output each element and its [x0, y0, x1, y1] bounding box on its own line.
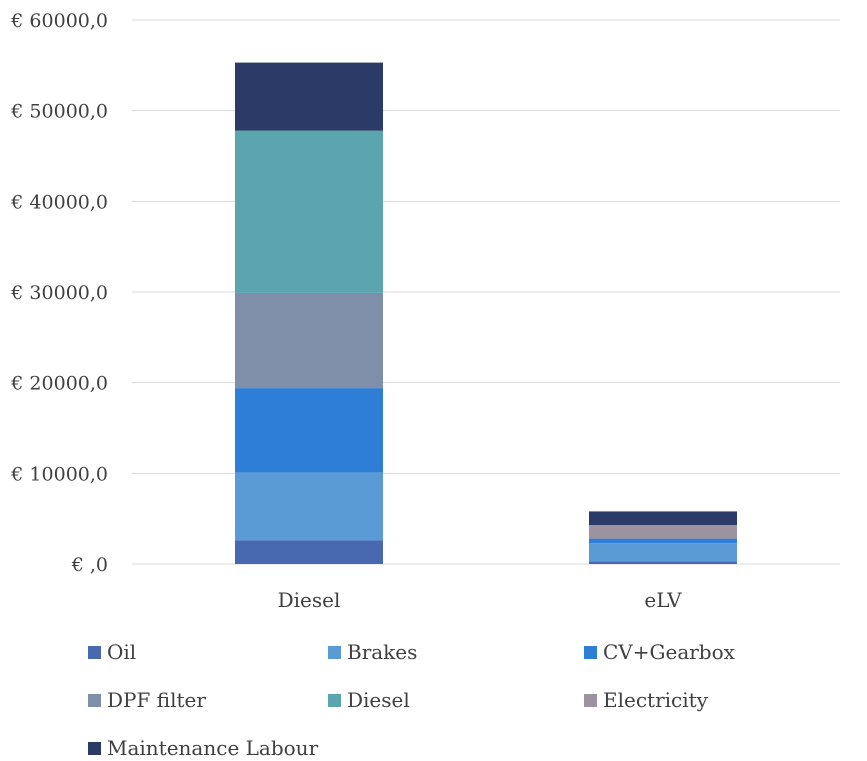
- y-tick-label: € ,0: [71, 554, 108, 576]
- bars: [235, 62, 737, 564]
- legend-label: Brakes: [347, 640, 418, 664]
- bar-segment-electricity-elv: [589, 525, 737, 539]
- legend-label: Maintenance Labour: [107, 736, 319, 760]
- legend-swatch: [584, 645, 597, 659]
- y-tick-label: € 20000,0: [10, 373, 108, 395]
- legend-label: Oil: [107, 640, 137, 664]
- legend-item: DPF filter: [88, 688, 206, 712]
- legend-label: Electricity: [603, 688, 708, 712]
- legend-label: Diesel: [347, 688, 410, 712]
- legend-item: Oil: [88, 640, 136, 664]
- y-tick-label: € 50000,0: [10, 101, 108, 123]
- legend-label: DPF filter: [107, 688, 206, 712]
- bar-segment-maintenance-labour-diesel: [235, 62, 383, 131]
- bar-segment-cv-gearbox-diesel: [235, 388, 383, 473]
- legend-item: Diesel: [328, 688, 410, 712]
- legend-item: Brakes: [328, 640, 417, 664]
- bar-segment-brakes-elv: [589, 543, 737, 562]
- legend-swatch: [88, 693, 101, 707]
- y-axis-ticks: € ,0 € 10000,0 € 20000,0 € 30000,0 € 40000,0…: [10, 10, 108, 576]
- legend-swatch: [88, 741, 101, 755]
- bar-segment-brakes-diesel: [235, 472, 383, 541]
- legend-swatch: [328, 693, 341, 707]
- legend-item: CV+Gearbox: [584, 640, 735, 664]
- bar-segment-oil-diesel: [235, 540, 383, 564]
- legend-swatch: [328, 645, 341, 659]
- bar-segment-diesel-diesel: [235, 130, 383, 293]
- stacked-bar-chart: € ,0 € 10000,0 € 20000,0 € 30000,0 € 40000,0…: [10, 10, 840, 612]
- bar-segment-oil-elv: [589, 561, 737, 564]
- legend-item: Maintenance Labour: [88, 736, 318, 760]
- y-tick-label: € 30000,0: [10, 282, 108, 304]
- legend-swatch: [584, 693, 597, 707]
- legend-swatch: [88, 645, 101, 659]
- bar-segment-dpf-filter-diesel: [235, 292, 383, 389]
- y-tick-label: € 60000,0: [10, 10, 108, 32]
- x-category-label: Diesel: [278, 588, 341, 612]
- legend-item: Electricity: [584, 688, 708, 712]
- x-axis-categories: Diesel eLV: [278, 588, 683, 612]
- bar-segment-maintenance-labour-elv: [589, 511, 737, 526]
- y-tick-label: € 10000,0: [10, 463, 108, 485]
- y-tick-label: € 40000,0: [10, 191, 108, 213]
- legend-label: CV+Gearbox: [603, 640, 735, 664]
- x-category-label: eLV: [644, 588, 682, 612]
- bar-segment-cv-gearbox-elv: [589, 538, 737, 544]
